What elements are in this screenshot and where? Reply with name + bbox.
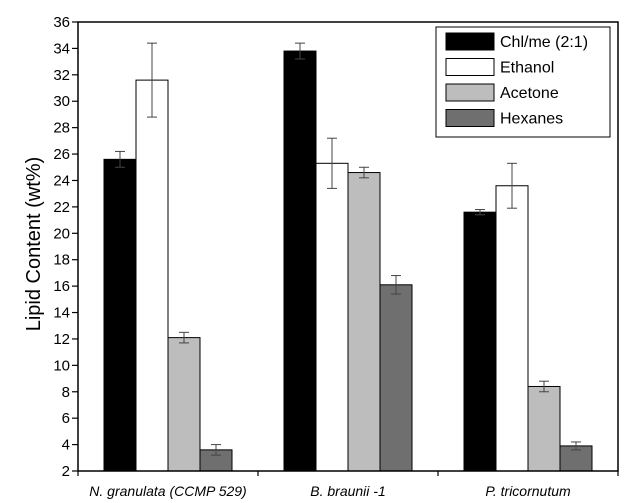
y-tick-label: 20 <box>53 225 70 242</box>
y-tick-label: 16 <box>53 278 70 295</box>
legend-label: Chl/me (2:1) <box>500 34 588 51</box>
plot-frame <box>77 21 619 472</box>
y-tick-label: 14 <box>53 305 70 322</box>
plot-area: N. granulata (CCMP 529) B. braunii -1 P. t… <box>53 14 619 499</box>
y-tick-label: 22 <box>53 199 70 216</box>
bar-1-2 <box>283 50 317 472</box>
bar-3-3 <box>527 385 561 472</box>
bar-4-2 <box>379 284 413 472</box>
y-tick-label: 32 <box>53 67 70 84</box>
y-tick-label: 34 <box>53 40 70 57</box>
y-tick-label: 10 <box>53 357 70 374</box>
bar-2-2 <box>315 162 349 472</box>
y-tick-label: 12 <box>53 331 70 348</box>
y-tick-label: 8 <box>62 384 70 401</box>
x-tick-label: P. tricornutum <box>485 483 571 499</box>
bar-2-1 <box>135 79 169 472</box>
x-tick-label: B. braunii -1 <box>310 483 385 499</box>
bar-3-1 <box>167 337 201 472</box>
legend-swatch <box>445 58 495 76</box>
y-tick-label: 4 <box>62 437 70 454</box>
bar-1-3 <box>463 211 497 472</box>
legend-swatch <box>445 32 495 51</box>
bar-3-2 <box>347 172 381 472</box>
y-tick-label: 24 <box>53 172 70 189</box>
y-tick-label: 30 <box>53 93 70 110</box>
legend-label: Hexanes <box>500 111 563 128</box>
legend-swatch <box>445 83 495 102</box>
y-tick-label: 28 <box>53 120 70 137</box>
legend-swatch <box>445 109 495 127</box>
y-axis-label: Lipid Content (wt%) <box>23 157 45 332</box>
y-tick-label: 36 <box>53 14 70 31</box>
x-tick-label: N. granulata (CCMP 529) <box>89 483 246 499</box>
y-tick-label: 6 <box>62 410 70 427</box>
y-tick-label: 18 <box>53 252 70 269</box>
y-tick-label: 26 <box>53 146 70 163</box>
legend-label: Acetone <box>500 85 559 102</box>
bar-2-3 <box>495 185 529 472</box>
bar-1-1 <box>103 158 137 472</box>
legend-label: Ethanol <box>500 60 554 77</box>
y-tick-label: 2 <box>62 463 70 480</box>
